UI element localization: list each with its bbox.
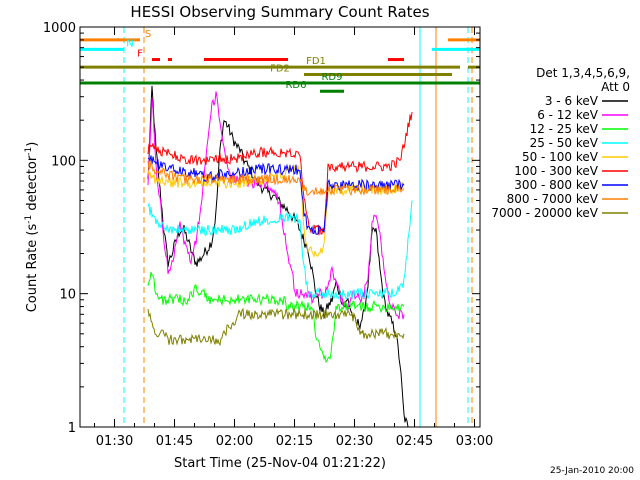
x-tick-label-5: 02:45 — [396, 434, 433, 449]
flare-vertical-markers — [79, 27, 473, 427]
y-axis-label-end: ) — [25, 142, 40, 147]
x-tick-label-4: 02:30 — [336, 434, 373, 449]
x-tick-label-0: 01:30 — [96, 434, 133, 449]
legend-entry-label-1: 6 - 12 keV — [537, 108, 599, 122]
y-tick-label-0: 1 — [68, 421, 76, 436]
series-layer — [147, 85, 413, 428]
state-bar-label-fd2: FD2 — [270, 64, 290, 75]
legend-entry-label-5: 100 - 300 keV — [514, 164, 598, 178]
y-tick-label-2: 100 — [51, 154, 76, 169]
series-5-line — [147, 112, 413, 236]
state-bar-label-f: F — [137, 49, 143, 60]
x-axis-label: Start Time (25-Nov-04 01:21:22) — [174, 456, 386, 471]
plot-frame — [79, 26, 481, 428]
state-bar-label-fd1: FD1 — [306, 56, 326, 67]
series-2-line — [147, 271, 405, 364]
series-8-line — [147, 307, 405, 347]
axes: 01:30 01:45 02:00 02:15 02:30 02:45 03:00 1 10 10… — [43, 21, 493, 449]
y-axis-label: Count Rate (s-1 detector-1) — [24, 142, 40, 313]
x-tick-label-3: 02:15 — [276, 434, 313, 449]
state-bar-label-n: N — [126, 38, 133, 49]
y-tick-label-3: 1000 — [43, 21, 76, 36]
y-axis-label-sup1: -1 — [24, 215, 34, 224]
state-bar-label-rd6: RD6 — [285, 80, 306, 91]
legend-entry-label-7: 800 - 7000 keV — [507, 192, 599, 206]
series-6-line — [147, 155, 405, 235]
series-7-line — [147, 160, 404, 197]
footer-timestamp: 25-Jan-2010 20:00 — [550, 466, 634, 476]
state-bars: S NF FD1 FD2 RD9 RD6 — [80, 29, 480, 93]
y-axis-label-main: Count Rate (s — [25, 224, 40, 313]
legend-entry-label-8: 7000 - 20000 keV — [491, 206, 598, 220]
y-axis-label-mid: detector — [25, 155, 40, 215]
legend-entry-label-4: 50 - 100 keV — [522, 150, 599, 164]
series-1-line — [147, 91, 405, 320]
legend-header-1: Det 1,3,4,5,6,9, — [536, 66, 630, 80]
legend-entry-label-2: 12 - 25 keV — [530, 122, 599, 136]
state-bar-label-rd9: RD9 — [321, 72, 342, 83]
series-0-line — [147, 85, 409, 428]
legend-header-2: Att 0 — [601, 80, 630, 94]
x-tick-label-6: 03:00 — [456, 434, 493, 449]
chart-title: HESSI Observing Summary Count Rates — [130, 3, 429, 21]
y-axis-label-sup2: -1 — [24, 147, 34, 156]
y-tick-label-1: 10 — [59, 288, 76, 303]
x-tick-label-2: 02:00 — [216, 434, 253, 449]
legend-entry-label-0: 3 - 6 keV — [545, 94, 599, 108]
state-bar-label-s: S — [145, 29, 151, 40]
legend-entry-label-6: 300 - 800 keV — [514, 178, 598, 192]
x-tick-label-1: 01:45 — [156, 434, 193, 449]
legend-entry-label-3: 25 - 50 keV — [530, 136, 599, 150]
series-3-line — [147, 200, 413, 301]
